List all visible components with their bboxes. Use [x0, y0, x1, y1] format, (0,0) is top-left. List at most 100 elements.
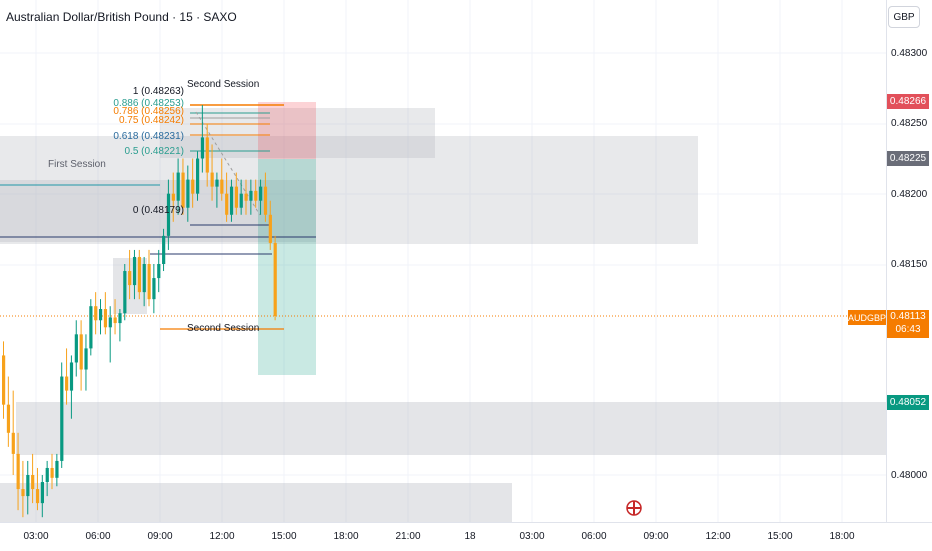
candle-body — [79, 334, 83, 370]
candle-body — [89, 306, 93, 349]
candle-body — [225, 193, 229, 215]
candle-body — [268, 214, 272, 243]
time-tick: 18:00 — [829, 531, 855, 542]
candle-body — [220, 179, 224, 194]
first-session-label: First Session — [48, 159, 106, 170]
candle-body — [162, 235, 166, 264]
time-tick: 12:00 — [209, 531, 235, 542]
candle-body — [254, 190, 258, 201]
time-tick: 18 — [464, 531, 476, 542]
time-tick: 09:00 — [147, 531, 173, 542]
take-profit-zone — [258, 159, 316, 375]
fib-level-label: 0.886 (0.48253) — [113, 98, 184, 109]
candle-body — [50, 467, 54, 478]
candle-body — [65, 376, 69, 391]
candle-body — [244, 193, 248, 201]
candle-body — [273, 242, 277, 317]
candle-body — [196, 158, 200, 194]
fib-level-label: 0.618 (0.48231) — [113, 131, 184, 142]
price-tick: 0.48000 — [891, 470, 928, 481]
gray-zone — [0, 136, 698, 244]
fib-level-label: 0.75 (0.48242) — [118, 115, 184, 126]
candle-body — [132, 256, 137, 286]
candle-body — [205, 137, 209, 173]
currency-button[interactable]: GBP — [888, 6, 920, 28]
fib-level-label: 0 (0.48179) — [132, 205, 184, 216]
candle-body — [176, 172, 180, 201]
candle-body — [142, 264, 146, 293]
candle-body — [35, 489, 40, 504]
time-tick: 15:00 — [767, 531, 793, 542]
second-session-label-bottom: Second Session — [187, 323, 260, 334]
gray-zone — [0, 483, 512, 522]
candle-body — [157, 264, 161, 279]
candle-body — [55, 460, 59, 478]
chart-canvas[interactable] — [0, 0, 886, 522]
price-tag-gray: 0.48225 — [887, 151, 929, 166]
time-tick: 09:00 — [643, 531, 669, 542]
candle-body — [94, 306, 98, 321]
candle-body — [84, 348, 88, 370]
stop-loss-zone — [258, 102, 316, 159]
candle-body — [21, 489, 25, 497]
price-axis[interactable] — [886, 0, 932, 522]
candle-body — [113, 317, 117, 324]
candle-body — [2, 355, 6, 405]
candle-body — [171, 193, 175, 201]
candle-body — [200, 137, 205, 159]
price-tag-red: 0.48266 — [887, 94, 929, 109]
candle-body — [128, 271, 132, 286]
fib-level-label: 1 (0.48263) — [132, 86, 184, 97]
candle-body — [191, 179, 195, 194]
candle-body — [69, 362, 74, 391]
price-tick: 0.48250 — [891, 118, 928, 129]
candle-body — [123, 271, 127, 314]
chart-area[interactable]: Australian Dollar/British Pound · 15 · S… — [0, 0, 886, 522]
fib-trend-line — [195, 111, 261, 216]
time-tick: 03:00 — [519, 531, 545, 542]
price-tick: 0.48200 — [891, 189, 928, 200]
candle-body — [137, 256, 141, 293]
second-session-label-top: Second Session — [187, 79, 260, 90]
candle-body — [31, 475, 35, 490]
price-tick: 0.48150 — [891, 259, 928, 270]
candle-body — [99, 309, 103, 321]
candle-body — [11, 432, 15, 454]
candle-body — [118, 313, 122, 324]
gray-zone — [16, 402, 886, 455]
candle-body — [108, 317, 112, 328]
candle-body — [60, 376, 64, 461]
time-tick: 21:00 — [395, 531, 421, 542]
candle-body — [210, 172, 214, 187]
chart-title: Australian Dollar/British Pound · 15 · S… — [6, 10, 237, 24]
time-tick: 15:00 — [271, 531, 297, 542]
candle-body — [74, 334, 78, 363]
candle-body — [234, 186, 238, 208]
price-tag-green: 0.48052 — [887, 395, 929, 410]
bar-countdown: 06:43 — [895, 324, 921, 335]
current-price: 0.48113 — [890, 311, 926, 322]
candle-body — [166, 193, 171, 236]
candle-body — [186, 179, 190, 208]
candle-body — [45, 467, 49, 483]
candle-body — [103, 309, 108, 328]
fib-level-label: 0.786 (0.48256) — [113, 106, 184, 117]
candle-body — [152, 278, 156, 300]
candle-body — [40, 482, 44, 504]
candle-body — [26, 475, 30, 497]
candle-body — [263, 186, 268, 215]
candle-body — [181, 172, 185, 208]
time-tick: 12:00 — [705, 531, 731, 542]
candle-body — [249, 190, 253, 201]
time-tick: 06:00 — [581, 531, 607, 542]
time-tick: 06:00 — [85, 531, 111, 542]
price-tick: 0.48300 — [891, 48, 928, 59]
candle-body — [6, 404, 11, 433]
candle-body — [16, 453, 20, 490]
candle-body — [239, 193, 243, 208]
fib-level-label: 0.5 (0.48221) — [124, 146, 185, 157]
candle-body — [147, 264, 151, 300]
time-tick: 03:00 — [23, 531, 49, 542]
time-axis[interactable]: 03:00 06:00 09:00 12:00 15:00 18:00 21:0… — [0, 522, 932, 551]
candle-body — [229, 186, 234, 215]
